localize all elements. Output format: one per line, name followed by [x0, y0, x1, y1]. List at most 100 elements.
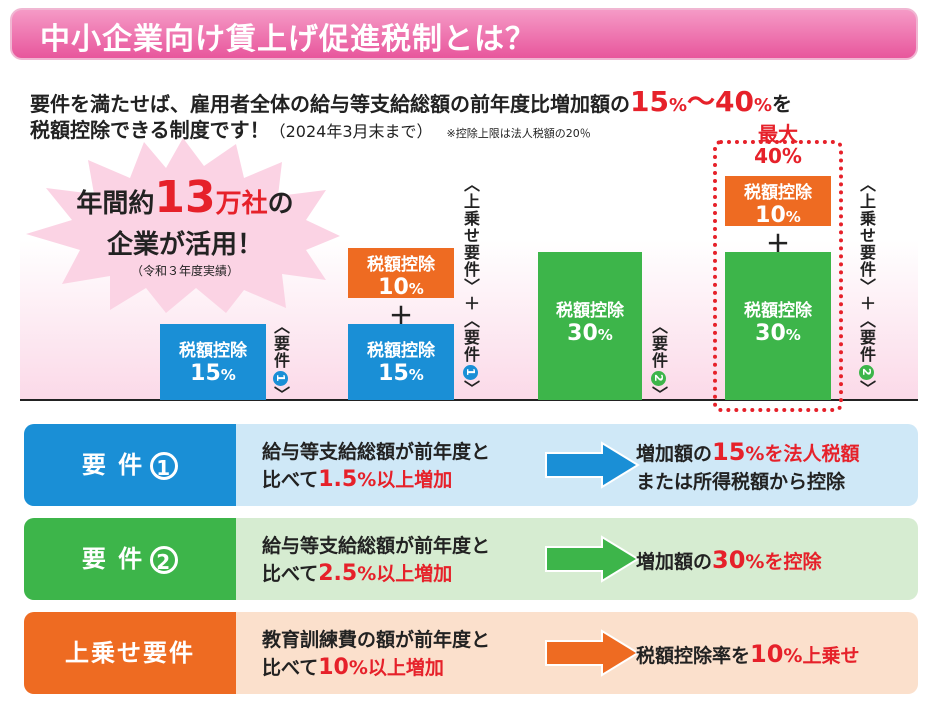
bar-value: 30% [725, 321, 831, 346]
pct-unit: % [668, 95, 688, 116]
vlabel-close: 〉 [649, 386, 668, 403]
condition-value: 10 [318, 655, 349, 680]
bar-req2-30-b: 税額控除 30% [725, 252, 831, 400]
result-value: 15 [712, 438, 746, 466]
page-title: 中小企業向け賃上げ促進税制とは？ [40, 22, 536, 57]
label-addon-req1: 〈上乗せ要件〉＋〈要件 1〉 [461, 176, 480, 397]
row-result: 増加額の15%を法人税額 または所得税額から控除 [636, 438, 859, 496]
num1-icon: 1 [463, 365, 478, 380]
bar-unit: % [408, 366, 424, 384]
burst-pre: 年間約 [76, 189, 155, 219]
burst-post: の [267, 189, 294, 219]
arrow-right-icon [545, 629, 640, 677]
row-head-label: 上乗せ要件 [65, 639, 195, 667]
arrow-right-icon [545, 535, 640, 583]
row-head-num-icon: 1 [150, 452, 179, 480]
row-condition: 教育訓練費の額が前年度と 比べて10%以上増加 [262, 626, 490, 682]
burst-headline: 年間約13万社の [50, 172, 320, 223]
bar-unit: % [220, 366, 236, 384]
result-value: 30 [712, 546, 746, 574]
max-highlight-frame [713, 140, 843, 412]
condition-prefix: 比べて [262, 563, 319, 585]
vlabel-addon: 〈上乗せ要件〉＋ [461, 176, 480, 312]
intro-line-1: 要件を満たせば、雇用者全体の給与等支給総額の前年度比増加額の15%～40%を [30, 80, 792, 120]
result-suffix: 上乗せ [802, 645, 860, 667]
bar-value-num: 10 [755, 203, 786, 228]
row-head-label: 要 件 [81, 451, 145, 479]
condition-value: 2.5 [318, 561, 358, 586]
pct-unit: % [754, 95, 773, 116]
condition-prefix: 比べて [262, 469, 319, 491]
bar-value: 15% [160, 361, 266, 386]
bar-req1-15-b: 税額控除 15% [348, 324, 454, 400]
bar-value: 10% [348, 275, 454, 300]
condition-unit: % [357, 563, 377, 585]
bar-value-num: 15 [190, 361, 221, 386]
num1-icon: 1 [273, 371, 288, 386]
starburst-shape [26, 138, 340, 313]
burst-unit: 万社 [215, 189, 268, 219]
row-condition: 給与等支給総額が前年度と 比べて1.5%以上増加 [262, 438, 490, 494]
intro-text-2: 税額控除できる制度です！ [30, 118, 270, 142]
arrow-right-icon [545, 441, 640, 489]
vlabel-close: 〉 [857, 380, 876, 397]
bar-value: 10% [725, 203, 831, 228]
vlabel-open: 〈要件 [649, 318, 668, 369]
row-head: 上乗せ要件 [24, 612, 236, 694]
row-result: 増加額の30%を控除 [636, 546, 821, 576]
vlabel-open: 〈要件 [271, 318, 290, 369]
result-prefix: 増加額の [636, 443, 713, 465]
num2-icon: 2 [859, 365, 874, 380]
condition-value: 1.5 [318, 467, 358, 492]
bar-label: 税額控除 [367, 255, 435, 275]
intro-pct-min: 15 [630, 85, 669, 118]
row-addon-requirement: 上乗せ要件 教育訓練費の額が前年度と 比べて10%以上増加 税額控除率を10%上… [24, 612, 918, 694]
bar-unit: % [785, 208, 801, 226]
tilde: ～ [687, 85, 716, 118]
bar-req1-15: 税額控除 15% [160, 324, 266, 400]
vlabel-open: 〈要件 [461, 312, 480, 363]
bar-value-num: 15 [378, 361, 409, 386]
burst-line-2: 企業が活用！ [106, 230, 263, 260]
row-head-num-icon: 2 [150, 546, 179, 574]
bar-value: 30% [538, 321, 642, 346]
burst-note: （令和３年度実績） [130, 264, 239, 278]
result-value: 10 [750, 640, 784, 668]
vlabel-addon: 〈上乗せ要件〉＋ [857, 176, 876, 312]
intro-note: ※控除上限は法人税額の20％ [446, 127, 591, 140]
num2-icon: 2 [651, 371, 666, 386]
bar-addon-10-b: 税額控除 10% [725, 176, 831, 228]
bar-value-num: 10 [378, 275, 409, 300]
condition-unit: % [348, 657, 368, 679]
vlabel-open: 〈要件 [857, 312, 876, 363]
result-unit: % [783, 645, 803, 667]
result-suffix: を控除 [764, 551, 822, 573]
condition-unit: % [357, 469, 377, 491]
bar-value-num: 30 [755, 321, 786, 346]
intro-period: （2024年3月末まで） [269, 122, 433, 141]
bar-label: 税額控除 [179, 341, 247, 361]
row-head-label: 要 件 [81, 545, 145, 573]
chart-baseline [20, 399, 918, 401]
row-condition: 給与等支給総額が前年度と 比べて2.5%以上増加 [262, 532, 490, 588]
bar-addon-10-a: 税額控除 10% [348, 248, 454, 300]
condition-suffix: 以上増加 [376, 563, 453, 585]
result-line-2: または所得税額から控除 [636, 471, 846, 493]
result-unit: % [745, 443, 765, 465]
vlabel-close: 〉 [271, 386, 290, 403]
max-label: 最大 [758, 122, 798, 146]
condition-prefix: 比べて [262, 657, 319, 679]
condition-line-1: 給与等支給総額が前年度と [262, 535, 491, 557]
condition-suffix: 以上増加 [367, 657, 444, 679]
bar-value: 15% [348, 361, 454, 386]
bar-unit: % [785, 326, 801, 344]
bar-label: 税額控除 [744, 183, 812, 203]
bar-label: 税額控除 [556, 301, 624, 321]
bar-value-num: 30 [567, 321, 598, 346]
result-prefix: 増加額の [636, 551, 713, 573]
condition-line-1: 給与等支給総額が前年度と [262, 441, 491, 463]
burst-number: 13 [154, 172, 216, 223]
